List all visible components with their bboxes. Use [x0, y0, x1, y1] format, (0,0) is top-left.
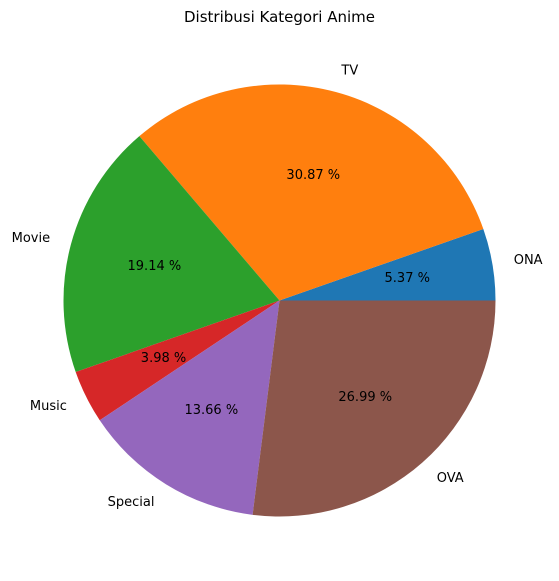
- pie-category-label-tv: TV: [340, 64, 358, 79]
- pie-category-label-music: Music: [30, 399, 67, 414]
- pie-pct-label-movie: 19.14 %: [128, 259, 182, 274]
- pie-pct-label-ova: 26.99 %: [338, 390, 392, 405]
- pie-pct-label-music: 3.98 %: [141, 351, 186, 366]
- pie-slice-ona: [279, 229, 496, 301]
- pie-category-label-ona: ONA: [514, 253, 543, 268]
- pie-category-label-movie: Movie: [12, 231, 50, 246]
- pie-slice-tv: [139, 84, 484, 301]
- pie-category-label-special: Special: [108, 495, 155, 510]
- pie-slice-ova: [252, 300, 496, 517]
- pie-pct-label-tv: 30.87 %: [286, 168, 340, 183]
- pie-slice-movie: [63, 136, 280, 373]
- chart-title: Distribusi Kategori Anime: [184, 8, 375, 26]
- pie-slice-music: [75, 300, 280, 421]
- pie-slice-special: [99, 300, 280, 515]
- pie-pct-label-special: 13.66 %: [184, 403, 238, 418]
- pie-category-label-ova: OVA: [437, 471, 464, 486]
- pie-pct-label-ona: 5.37 %: [385, 271, 430, 286]
